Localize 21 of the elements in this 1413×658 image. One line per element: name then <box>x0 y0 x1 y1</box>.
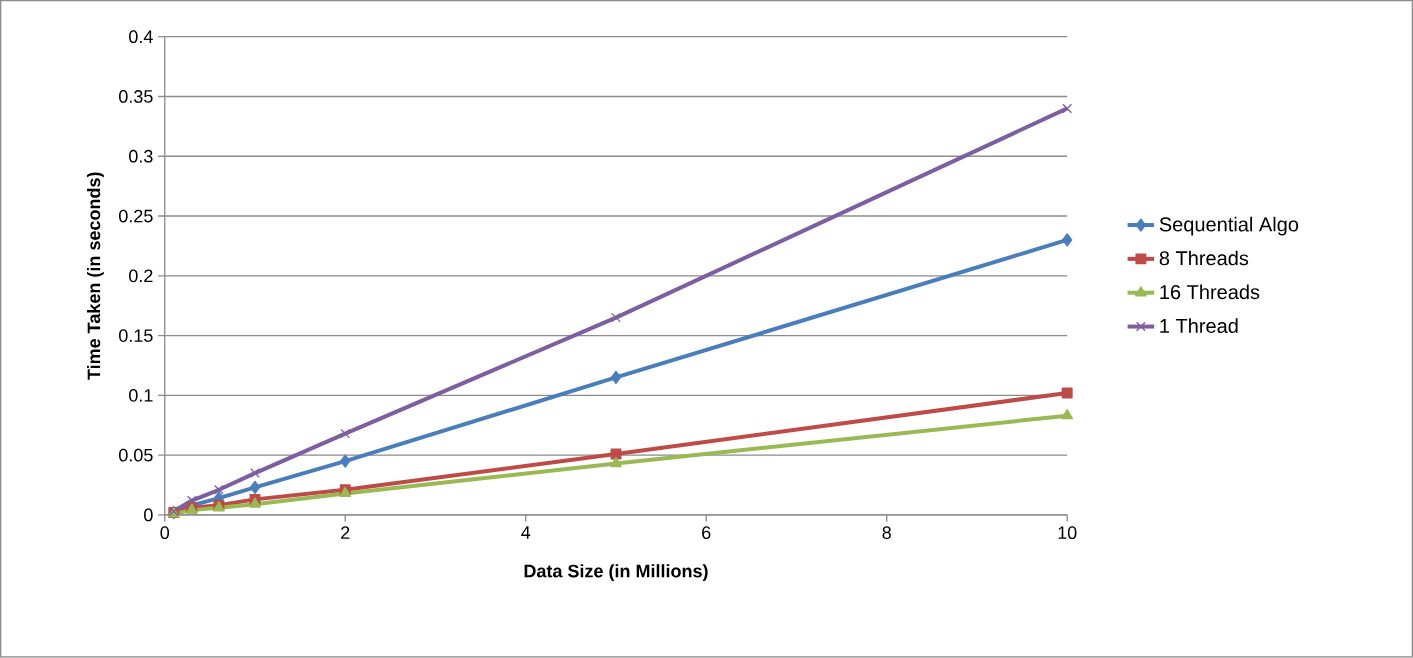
y-tick-label: 0.25 <box>119 209 153 223</box>
legend-label: Sequential Algo <box>1159 216 1299 236</box>
y-tick-label: 0.35 <box>119 90 153 103</box>
legend-label: 1 Thread <box>1160 318 1238 334</box>
x-tick-label: 8 <box>882 526 891 540</box>
y-tick-label: 0.15 <box>119 329 153 343</box>
legend-label: 16 Threads <box>1160 284 1260 300</box>
x-tick-label: 10 <box>1058 526 1077 540</box>
y-axis-title: Time Taken (in seconds) <box>87 172 104 380</box>
y-tick-label: 0.05 <box>119 448 153 462</box>
legend-label: 8 Threads <box>1159 250 1249 266</box>
x-axis-title: Data Size (in Millions) <box>524 564 708 582</box>
y-tick-label: 0.1 <box>129 389 153 402</box>
x-tick-label: 4 <box>521 526 531 539</box>
x-tick-label: 0 <box>160 526 170 540</box>
y-tick-label: 0.3 <box>129 150 153 163</box>
x-tick-label: 6 <box>702 526 711 540</box>
y-tick-label: 0.2 <box>129 269 153 283</box>
y-tick-label: 0.4 <box>129 30 153 44</box>
x-tick-label: 2 <box>341 526 350 540</box>
y-tick-label: 0 <box>144 508 153 522</box>
